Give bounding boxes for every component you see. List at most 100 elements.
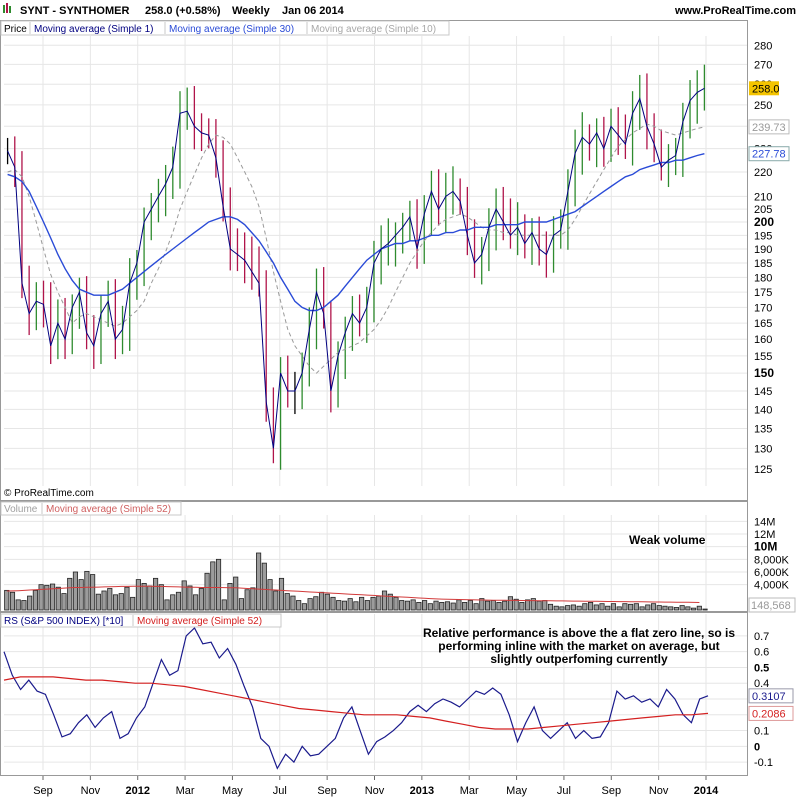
volume-bar [376,595,382,611]
volume-bar [559,606,565,611]
volume-bar [473,603,479,611]
last-price-label: 258.0 [752,83,780,95]
price-y-tick-label: 170 [754,302,772,314]
rs-annotation: Relative performance is above the a flat… [422,627,736,666]
legend-rs-ma: Moving average (Simple 52) [137,616,262,627]
rs-line [3,627,709,770]
rs-y-tick-label: 0.6 [754,647,769,659]
price-y-tick-label: 205 [754,204,772,216]
volume-bar [112,594,119,611]
volume-bar [21,600,27,611]
volume-bar [130,596,136,611]
volume-bar [547,603,554,611]
volume-bar [227,583,233,611]
volume-bar [399,600,405,611]
volume-bar [324,593,330,611]
volume-bar [467,600,473,611]
site-label[interactable]: www.ProRealTime.com [674,5,796,17]
rs-y-tick-label: -0.1 [754,757,773,769]
volume-bar [542,600,548,611]
x-tick-label: 2012 [125,785,149,797]
volume-bar [570,604,576,611]
volume-bar [633,603,639,611]
volume-bar [158,584,164,611]
volume-bar [513,598,519,611]
ma30-line [7,153,705,312]
volume-bar [588,602,594,611]
volume-bar [4,589,10,611]
legend-volume-ma: Moving average (Simple 52) [46,504,171,515]
volume-bar [553,605,559,611]
price-y-tick-label: 280 [754,40,772,52]
volume-bar [261,562,267,611]
volume-bar [599,603,605,611]
volume-bar [244,589,250,611]
volume-bar [181,580,187,611]
volume-bar [250,587,256,611]
volume-bar [639,606,645,611]
ma30-value-box [748,146,790,162]
rs-ma-line [3,676,709,730]
price-y-tick-label: 210 [754,191,772,203]
ma10-value-box [748,119,790,135]
x-tick-label: Sep [601,785,621,797]
legend-volume: Volume [4,504,38,515]
volume-bar [456,599,462,611]
price-y-tick-label: 145 [754,386,772,398]
volume-bar [593,604,599,611]
price-y-tick-label: 175 [754,287,772,299]
legend-ma10: Moving average (Simple 10) [311,24,436,35]
volume-bar [691,607,697,611]
rs-value-label: 0.3107 [752,691,786,703]
volume-bar [318,591,325,611]
rs-y-tick-label: 0.7 [754,631,769,643]
volume-bar [444,601,451,611]
rs-annotation-box: Relative performance is above the a flat… [422,627,736,666]
volume-bar [78,579,84,611]
volume-bar [101,590,107,611]
volume-bar [284,593,290,611]
copyright-label: © ProRealTime.com [4,488,94,499]
price-y-tick-label: 190 [754,244,772,256]
legend-ma1: Moving average (Simple 1) [34,24,154,35]
volume-bar [685,606,691,611]
volume-bar [204,572,210,611]
rs-ma-value-label: 0.2086 [752,708,786,720]
volume-bar [605,605,611,611]
last-price: 258.0 (+0.58%) [145,5,221,17]
price-legend: Price Moving average (Simple 1) Moving a… [0,20,450,36]
legend-rs: RS (S&P 500 INDEX) [*10] [4,616,124,627]
volume-bar [490,600,496,611]
app-logo-icon [3,3,11,13]
ma10-value-label: 239.73 [752,122,786,134]
volume-bar [141,583,147,611]
volume-bar [153,577,159,611]
volume-bar [519,602,525,611]
volume-bar [95,593,101,611]
rs-ma-value-box [748,705,794,721]
volume-bar [416,602,422,611]
volume-bar [679,605,685,611]
volume-bar [364,600,370,611]
volume-bar [433,600,439,611]
ma1-line [7,87,705,449]
price-y-tick-label: 250 [754,100,772,112]
volume-bar [175,591,182,611]
volume-bar [67,577,73,611]
volume-bar [273,590,279,611]
volume-bar [330,596,336,611]
volume-bar [301,603,307,611]
volume-bar [55,586,61,611]
volume-last-label: 148,568 [751,600,791,612]
volume-bar [702,608,708,611]
x-tick-label: Jul [557,785,571,797]
volume-bar [359,596,365,611]
x-tick-label: Mar [176,785,195,797]
x-tick-label: Sep [317,785,337,797]
volume-bar [38,584,44,611]
price-y-tick-label: 150 [754,366,774,380]
volume-legend: Volume Moving average (Simple 52) [0,501,182,516]
volume-bar [530,598,536,611]
volume-bar [278,577,285,611]
